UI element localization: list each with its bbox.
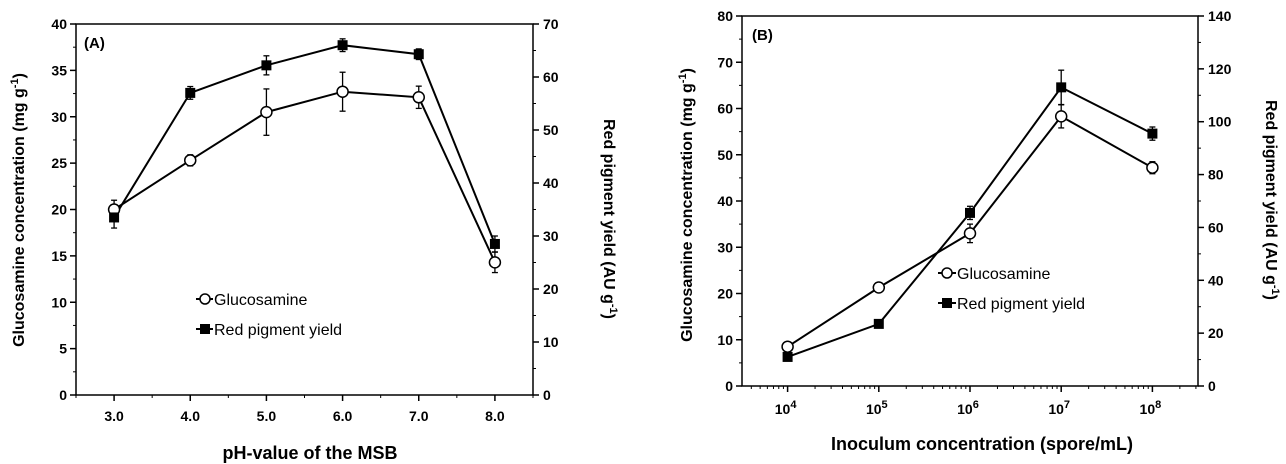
y-tick-label: 50 <box>717 147 733 163</box>
data-point-pigment <box>261 60 272 71</box>
legend-marker-glucosamine <box>199 293 211 305</box>
y-tick-label: 10 <box>51 294 67 310</box>
y-axis-label-b: Glucosamine concentration (mg g-1) <box>677 68 696 342</box>
data-point-pigment <box>1147 128 1158 139</box>
data-point-glucosamine <box>872 281 886 294</box>
data-point-pigment <box>109 212 120 223</box>
y-tick-label: 0 <box>725 378 733 394</box>
x-tick-label: 5.0 <box>257 408 277 424</box>
y-tick-label: 40 <box>717 193 733 209</box>
data-point-glucosamine <box>488 256 502 269</box>
legend-label-glucosamine: Glucosamine <box>214 292 307 309</box>
data-point-pigment <box>1056 82 1067 93</box>
series-line-glucosamine <box>113 90 496 263</box>
legend-label-glucosamine: Glucosamine <box>957 266 1050 283</box>
legend-label-pigment: Red pigment yield <box>957 296 1085 313</box>
y2-tick-label: 70 <box>543 16 559 32</box>
data-point-pigment <box>965 207 975 218</box>
y2-tick-label: 100 <box>1208 114 1232 130</box>
y-tick-label: 0 <box>59 387 67 403</box>
data-point-pigment <box>873 318 884 329</box>
y-tick-label: 30 <box>51 109 67 125</box>
data-point-pigment <box>782 351 793 362</box>
legend-marker-pigment <box>200 324 210 334</box>
y-tick-label: 10 <box>717 332 733 348</box>
chart-panel-a: (A) Glucosamine concentration (mg g-1) R… <box>9 16 619 463</box>
x-tick-label: 106 <box>957 399 979 417</box>
data-point-glucosamine <box>1146 161 1159 174</box>
y2-tick-label: 40 <box>543 175 559 191</box>
y2-tick-label: 80 <box>1208 167 1224 183</box>
x-tick-label: 104 <box>775 399 798 417</box>
data-point-glucosamine <box>1054 110 1068 123</box>
y2-tick-label: 20 <box>1208 325 1224 341</box>
y-tick-label: 80 <box>717 8 733 24</box>
data-point-glucosamine <box>336 85 349 98</box>
x-tick-label: 105 <box>866 399 888 417</box>
y-tick-label: 20 <box>51 202 67 218</box>
legend-b: Glucosamine Red pigment yield <box>938 266 1085 313</box>
y2-tick-label: 60 <box>1208 219 1224 235</box>
y-axis-label-a: Glucosamine concentration (mg g-1) <box>9 73 28 347</box>
data-point-pigment <box>489 238 500 249</box>
y-tick-label: 70 <box>717 54 733 70</box>
y-tick-label: 20 <box>717 286 733 302</box>
y-tick-label: 40 <box>51 16 67 32</box>
plot-frame <box>741 15 1199 387</box>
data-point-pigment <box>337 40 348 51</box>
y2-axis-label-a: Red pigment yield (AU g-1) <box>600 119 619 319</box>
y-tick-label: 25 <box>51 155 67 171</box>
series-line-pigment <box>113 44 496 245</box>
y-tick-label: 5 <box>59 341 67 357</box>
x-tick-label: 8.0 <box>485 408 505 424</box>
data-point-glucosamine <box>184 154 197 167</box>
y2-tick-label: 20 <box>543 281 559 297</box>
y2-tick-label: 60 <box>543 69 559 85</box>
y2-tick-label: 10 <box>543 334 559 350</box>
y-tick-label: 15 <box>51 248 67 264</box>
chart-panel-b: (B) Glucosamine concentration (mg g-1) R… <box>677 8 1281 454</box>
legend-marker-pigment <box>942 298 952 308</box>
y2-tick-label: 50 <box>543 122 559 138</box>
y2-tick-label: 40 <box>1208 272 1224 288</box>
y2-tick-label: 120 <box>1208 61 1232 77</box>
data-point-glucosamine <box>412 91 425 104</box>
panel-label-a: (A) <box>84 35 105 52</box>
y2-tick-label: 140 <box>1208 8 1232 24</box>
x-tick-label: 107 <box>1048 399 1070 417</box>
legend-marker-glucosamine <box>941 267 953 279</box>
y2-axis-label-b: Red pigment yield (AU g-1) <box>1262 100 1281 300</box>
data-point-pigment <box>413 49 424 60</box>
data-point-glucosamine <box>781 340 794 353</box>
data-point-glucosamine <box>963 227 977 240</box>
legend-a: Glucosamine Red pigment yield <box>196 292 342 339</box>
y2-tick-label: 0 <box>543 387 551 403</box>
data-point-pigment <box>185 87 196 98</box>
series-line-pigment <box>787 86 1153 358</box>
plot-frame <box>75 23 534 396</box>
x-tick-label: 4.0 <box>181 408 201 424</box>
x-tick-label: 108 <box>1140 399 1162 417</box>
x-axis-label-b: Inoculum concentration (spore/mL) <box>831 434 1133 454</box>
panel-label-b: (B) <box>752 27 773 44</box>
data-point-glucosamine <box>260 105 273 119</box>
legend-label-pigment: Red pigment yield <box>214 322 342 339</box>
y2-tick-label: 30 <box>543 228 559 244</box>
y-tick-label: 60 <box>717 101 733 117</box>
y2-tick-label: 0 <box>1208 378 1216 394</box>
x-tick-label: 3.0 <box>104 408 124 424</box>
x-tick-label: 6.0 <box>333 408 353 424</box>
x-axis-label-a: pH-value of the MSB <box>222 443 397 463</box>
x-tick-label: 7.0 <box>409 408 429 424</box>
y-tick-label: 35 <box>51 62 67 78</box>
y-tick-label: 30 <box>717 239 733 255</box>
